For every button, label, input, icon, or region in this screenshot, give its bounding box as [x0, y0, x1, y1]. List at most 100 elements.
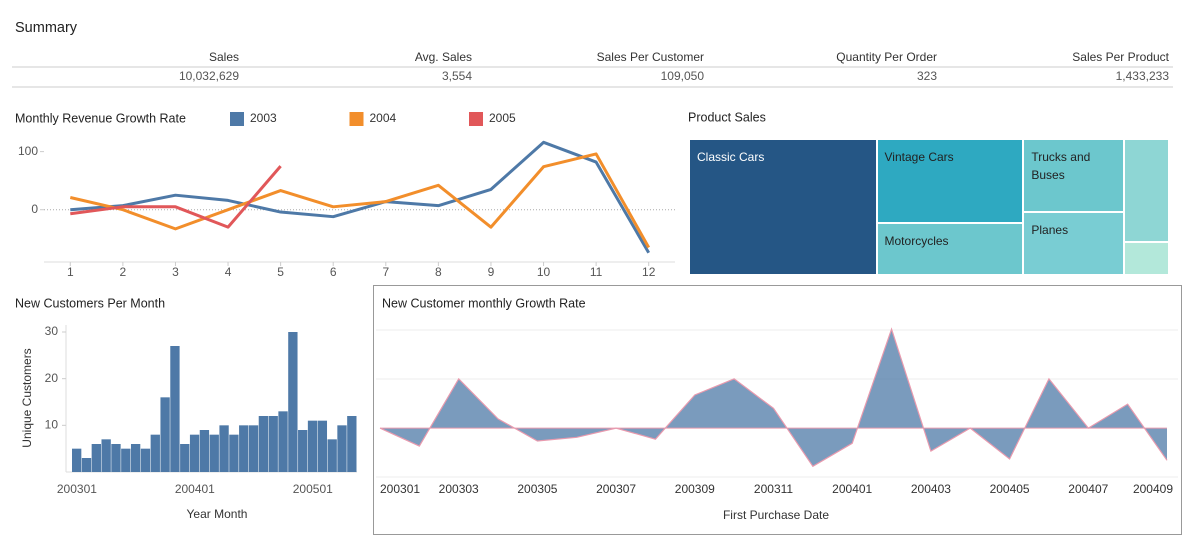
- column-header: Sales Per Product: [1072, 50, 1169, 64]
- bar: [288, 332, 298, 472]
- x-tick-label: 200307: [596, 482, 636, 496]
- x-axis-title: First Purchase Date: [723, 508, 829, 522]
- x-tick-label: 200409: [1133, 482, 1173, 496]
- chart-title: New Customer monthly Growth Rate: [382, 296, 586, 310]
- x-tick-label: 200305: [517, 482, 557, 496]
- bar: [189, 434, 200, 472]
- chart-title: Monthly Revenue Growth Rate: [15, 111, 186, 125]
- x-tick-label: 8: [435, 265, 442, 279]
- treemap-cell: [1123, 139, 1169, 243]
- cell-label: Classic Cars: [697, 150, 765, 164]
- summary-title: Summary: [15, 20, 78, 36]
- bar: [317, 420, 328, 472]
- treemap-cell: Vintage Cars: [876, 139, 1024, 224]
- bar: [130, 444, 141, 472]
- bar: [101, 439, 111, 472]
- x-tick-label: 10: [537, 265, 551, 279]
- x-tick-label: 12: [642, 265, 656, 279]
- cell-value: 1,433,233: [1116, 69, 1170, 83]
- column-header: Quantity Per Order: [836, 50, 937, 64]
- line-series: [70, 140, 651, 254]
- bar: [111, 444, 121, 472]
- bar: [337, 425, 347, 472]
- treemap-cell: Trucks and Buses: [1023, 139, 1124, 212]
- cell-value: 323: [917, 69, 937, 83]
- bar: [219, 425, 229, 472]
- y-tick-label: 100: [18, 144, 38, 158]
- bar: [307, 420, 318, 472]
- cell-label: Planes: [1031, 222, 1069, 237]
- treemap-cell: [1123, 242, 1169, 275]
- y-tick-label: 0: [31, 202, 38, 216]
- x-tick-label: 9: [488, 265, 495, 279]
- x-tick-label: 200301: [57, 482, 97, 496]
- cell-label: Vintage Cars: [884, 150, 954, 164]
- x-tick-label: 200301: [380, 482, 420, 496]
- x-tick-label: 200309: [675, 482, 715, 496]
- bar: [258, 416, 269, 472]
- x-tick-label: 11: [590, 265, 603, 279]
- cell-value: 3,554: [442, 69, 472, 83]
- cell-value: 10,032,629: [179, 69, 239, 83]
- bar: [180, 444, 190, 472]
- legend-label: 2003: [250, 111, 277, 125]
- legend-swatch: [349, 112, 364, 126]
- bar: [91, 444, 101, 472]
- bar: [298, 430, 308, 472]
- bar: [150, 434, 160, 472]
- legend-swatch: [469, 112, 483, 126]
- panel-border: [373, 285, 1182, 535]
- bar: [248, 425, 259, 472]
- bar: [229, 434, 239, 472]
- bar: [199, 430, 210, 472]
- x-tick-label: 3: [172, 265, 179, 279]
- line-series: [69, 152, 651, 249]
- treemap-cell: Planes: [1023, 211, 1124, 275]
- x-tick-label: 4: [225, 265, 232, 279]
- x-tick-label: 200401: [175, 482, 215, 496]
- bar: [160, 397, 170, 472]
- column-header: Sales Per Customer: [597, 50, 704, 64]
- area-line: [379, 327, 1168, 468]
- x-axis-title: Year Month: [187, 507, 248, 521]
- y-axis-title: Unique Customers: [20, 348, 34, 447]
- x-tick-label: 7: [382, 265, 389, 279]
- bar: [72, 448, 82, 472]
- column-header: Avg. Sales: [415, 50, 472, 64]
- cell-label: Trucks and Buses: [1031, 150, 1091, 182]
- x-tick-label: 200401: [832, 482, 872, 496]
- bar: [121, 448, 131, 472]
- line-series: [70, 165, 282, 229]
- bar: [278, 411, 288, 472]
- x-tick-label: 200303: [439, 482, 479, 496]
- area-fill: [380, 329, 1167, 467]
- x-tick-label: 200311: [754, 482, 793, 496]
- x-tick-label: 6: [330, 265, 337, 279]
- bar: [239, 425, 249, 472]
- x-tick-label: 200407: [1068, 482, 1108, 496]
- treemap-cell: Motorcycles: [876, 223, 1024, 275]
- x-tick-label: 200501: [293, 482, 333, 496]
- y-tick-label: 20: [45, 371, 59, 385]
- bar: [170, 346, 180, 472]
- column-header: Sales: [209, 50, 239, 64]
- bar: [347, 416, 357, 472]
- legend-label: 2005: [489, 111, 516, 125]
- legend-label: 2004: [370, 111, 397, 125]
- cell-value: 109,050: [661, 69, 705, 83]
- bar: [140, 448, 151, 472]
- legend-swatch: [230, 112, 244, 126]
- y-tick-label: 10: [45, 418, 59, 432]
- y-tick-label: 30: [45, 324, 59, 338]
- x-tick-label: 1: [67, 265, 74, 279]
- cell-label: Motorcycles: [884, 234, 949, 249]
- bar: [81, 458, 92, 472]
- x-tick-label: 5: [277, 265, 284, 279]
- bar: [209, 434, 219, 472]
- x-tick-label: 2: [120, 265, 127, 279]
- treemap: Classic Cars Vintage Cars Motorcycles Truck…: [689, 139, 1169, 275]
- chart-title: Product Sales: [688, 110, 766, 124]
- chart-title: New Customers Per Month: [15, 296, 165, 310]
